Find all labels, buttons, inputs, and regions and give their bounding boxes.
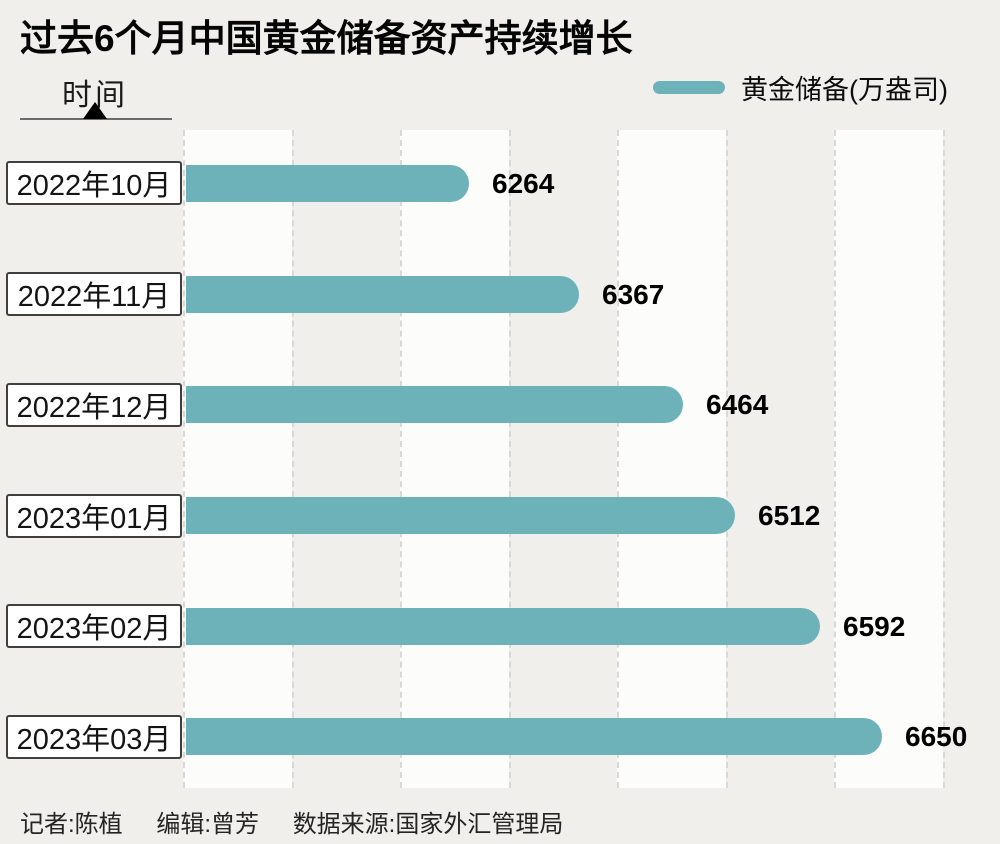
gridline-dashed xyxy=(617,130,620,788)
gridline-dashed xyxy=(400,130,403,788)
value-label: 6592 xyxy=(843,610,906,642)
category-label: 2023年01月 xyxy=(6,493,182,538)
gridline-dashed xyxy=(834,130,837,788)
gridline-dashed xyxy=(725,130,728,788)
category-label: 2023年02月 xyxy=(6,604,182,649)
legend: 黄金储备(万盎司) xyxy=(653,70,948,105)
bar xyxy=(186,497,735,534)
bar xyxy=(186,718,882,756)
value-label: 6367 xyxy=(602,278,665,310)
value-label: 6650 xyxy=(905,721,968,753)
category-label: 2022年11月 xyxy=(6,272,182,317)
chart-title: 过去6个月中国黄金储备资产持续增长 xyxy=(20,18,633,59)
value-label: 6512 xyxy=(758,500,821,531)
gridline-dashed xyxy=(943,130,945,788)
value-label: 6264 xyxy=(492,167,555,199)
plot-stripe xyxy=(834,130,943,788)
legend-swatch-icon xyxy=(653,80,725,94)
footer-editor: 编辑:曾芳 xyxy=(156,811,260,838)
category-label: 2023年03月 xyxy=(6,714,182,759)
gridline-dashed xyxy=(291,130,294,788)
category-label: 2022年12月 xyxy=(6,382,182,427)
gridline-dashed xyxy=(508,130,511,788)
plot-stripe xyxy=(400,130,509,788)
bar xyxy=(186,164,469,202)
plot-stripe xyxy=(617,130,726,788)
category-label: 2022年10月 xyxy=(6,161,182,206)
footer-source: 数据来源:国家外汇管理局 xyxy=(292,811,564,838)
axis-arrow-up-icon xyxy=(83,102,107,119)
footer-reporter: 记者:陈植 xyxy=(20,811,123,838)
y-axis-line xyxy=(20,102,172,120)
bar xyxy=(186,607,820,645)
bar xyxy=(186,386,683,424)
footer-credits: 记者:陈植 编辑:曾芳 数据来源:国家外汇管理局 xyxy=(20,804,563,839)
value-label: 6464 xyxy=(706,389,769,421)
plot-area xyxy=(183,130,945,788)
legend-label: 黄金储备(万盎司) xyxy=(741,74,948,105)
plot-stripe xyxy=(183,130,292,788)
gridline-dashed xyxy=(183,130,185,788)
bar xyxy=(186,275,579,313)
